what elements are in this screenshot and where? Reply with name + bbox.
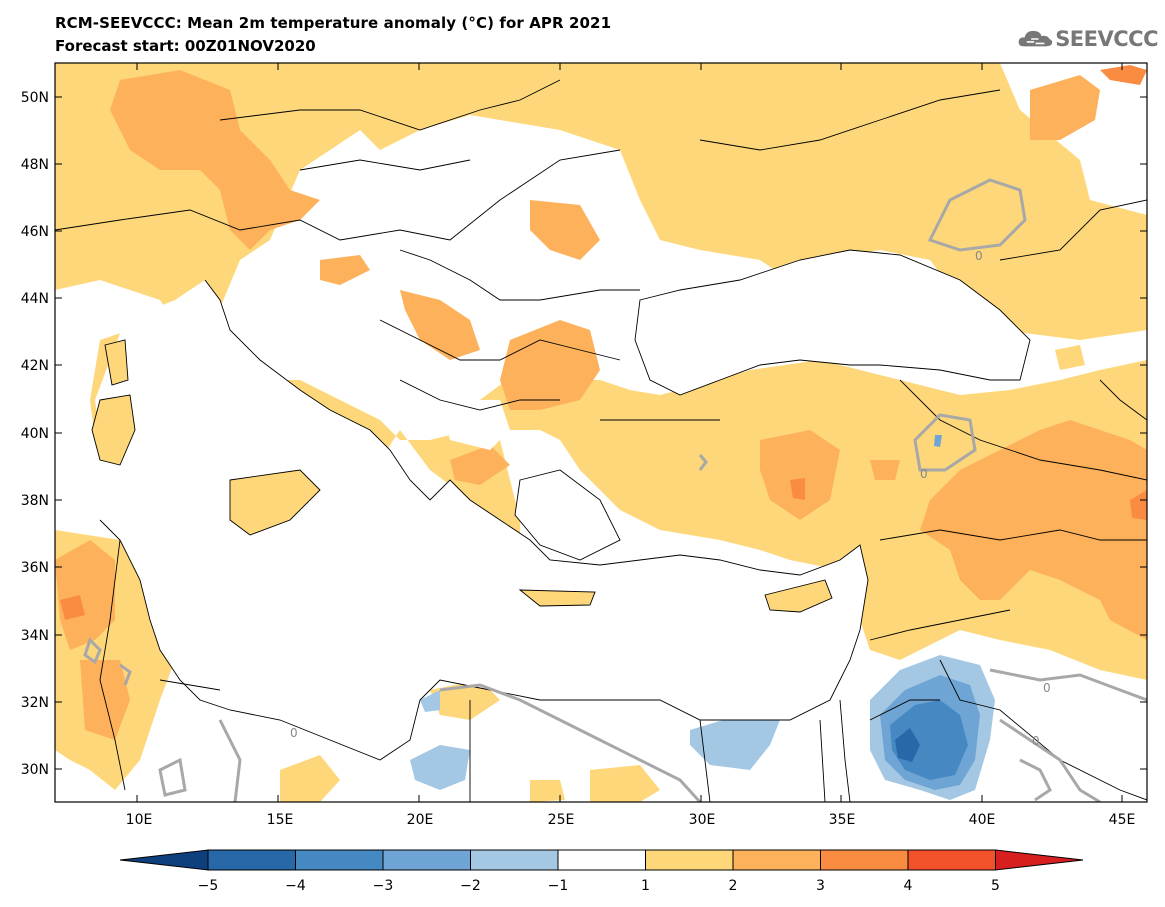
colorbar-pos3 bbox=[820, 849, 909, 871]
colorbar-label: 4 bbox=[904, 878, 913, 894]
lon-label: 40E bbox=[969, 812, 996, 828]
anomaly-3-4-region bbox=[60, 65, 1147, 620]
anomaly-2-3-region bbox=[55, 70, 1147, 740]
colorbar-pos2 bbox=[732, 849, 821, 871]
colorbar-neg4 bbox=[207, 849, 296, 871]
zero-contours bbox=[83, 178, 1147, 802]
islands bbox=[92, 340, 832, 612]
lon-label: 25E bbox=[548, 812, 575, 828]
longitude-axis bbox=[136, 63, 1123, 802]
colorbar-label: −2 bbox=[460, 878, 481, 894]
colorbar-label: 3 bbox=[816, 878, 825, 894]
colorbar-neg2 bbox=[382, 849, 471, 871]
map-title: RCM-SEEVCCC: Mean 2m temperature anomaly… bbox=[55, 14, 612, 32]
anomaly-cool-regions bbox=[410, 435, 995, 800]
contour-label: 0 bbox=[975, 249, 983, 263]
sea-masks bbox=[90, 250, 1030, 760]
map-field: 0 0 0 0 0 bbox=[55, 63, 1147, 802]
contour-label: 0 bbox=[1043, 681, 1051, 695]
lat-label: 38N bbox=[21, 493, 49, 509]
colorbar-label: −1 bbox=[548, 878, 569, 894]
lon-label: 10E bbox=[126, 812, 153, 828]
contour-label: 0 bbox=[1032, 734, 1040, 748]
latitude-labels: 50N 48N 46N 44N 42N 40N 38N 36N 34N 32N … bbox=[21, 90, 49, 778]
lat-label: 34N bbox=[21, 628, 49, 644]
colorbar-neg5 bbox=[119, 849, 209, 871]
lat-label: 48N bbox=[21, 157, 49, 173]
colorbar-labels: −5 −4 −3 −2 −1 1 2 3 4 5 bbox=[198, 878, 1000, 894]
lon-label: 45E bbox=[1109, 812, 1136, 828]
lat-label: 50N bbox=[21, 90, 49, 106]
contour-label: 0 bbox=[290, 726, 298, 740]
colorbar-label: −4 bbox=[285, 878, 306, 894]
colorbar-pos4 bbox=[907, 849, 996, 871]
latitude-axis bbox=[55, 96, 1147, 770]
lat-label: 36N bbox=[21, 560, 49, 576]
colorbar-label: 5 bbox=[991, 878, 1000, 894]
colorbar-label: 1 bbox=[641, 878, 650, 894]
seevccc-logo: SEEVCCC bbox=[1018, 24, 1158, 54]
zero-contour-labels: 0 0 0 0 0 bbox=[290, 249, 1051, 748]
colorbar-pos1 bbox=[645, 849, 734, 871]
colorbar bbox=[119, 849, 1084, 871]
lat-label: 46N bbox=[21, 224, 49, 240]
cloud-logo-icon bbox=[1018, 30, 1053, 47]
contour-label: 0 bbox=[920, 467, 928, 481]
colorbar-label: 2 bbox=[729, 878, 738, 894]
lat-label: 40N bbox=[21, 426, 49, 442]
forecast-start-subtitle: Forecast start: 00Z01NOV2020 bbox=[55, 37, 316, 55]
coastlines-borders bbox=[55, 79, 1147, 802]
lat-label: 42N bbox=[21, 358, 49, 374]
colorbar-pos5 bbox=[995, 849, 1084, 871]
lon-label: 30E bbox=[689, 812, 716, 828]
longitude-labels: 10E 15E 20E 25E 30E 35E 40E 45E bbox=[126, 812, 1136, 828]
colorbar-neg1 bbox=[470, 849, 559, 871]
colorbar-label: −5 bbox=[198, 878, 219, 894]
colorbar-neg3 bbox=[295, 849, 384, 871]
lon-label: 15E bbox=[267, 812, 294, 828]
lat-label: 32N bbox=[21, 695, 49, 711]
colorbar-neutral bbox=[557, 849, 646, 871]
lon-label: 35E bbox=[829, 812, 856, 828]
lat-label: 44N bbox=[21, 291, 49, 307]
lat-label: 30N bbox=[21, 762, 49, 778]
logo-text: SEEVCCC bbox=[1055, 27, 1158, 51]
colorbar-label: −3 bbox=[373, 878, 394, 894]
lon-label: 20E bbox=[407, 812, 434, 828]
